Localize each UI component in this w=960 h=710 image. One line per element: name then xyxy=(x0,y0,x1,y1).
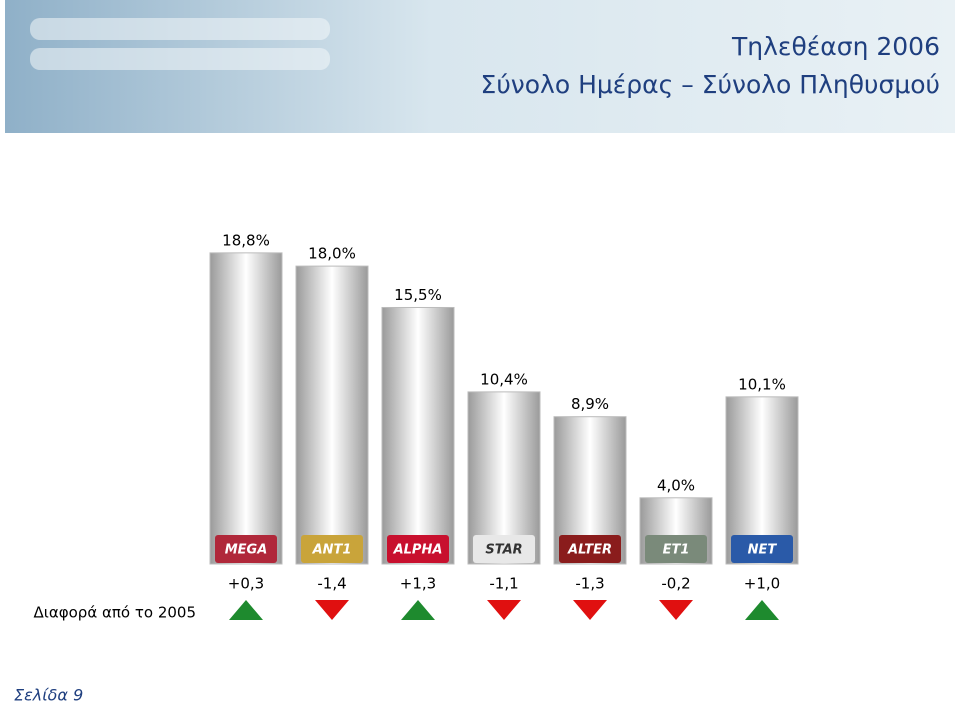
value-label: 4,0% xyxy=(657,476,695,494)
channel-logo-text: ANT1 xyxy=(312,543,352,558)
value-label: 8,9% xyxy=(571,395,609,413)
channel-logo xyxy=(473,535,535,563)
channel-logo-text: NET xyxy=(748,543,778,558)
header-logo xyxy=(30,18,330,70)
chart-subtitle: Σύνολο Ημέρας – Σύνολο Πληθυσμού xyxy=(481,70,940,99)
down-arrow xyxy=(573,600,607,620)
footer: Σελίδα 9 xyxy=(14,686,83,705)
diff-label: +0,3 xyxy=(228,575,264,593)
channel-logo xyxy=(731,535,793,563)
down-arrow xyxy=(659,600,693,620)
channel-logo xyxy=(387,535,449,563)
diff-label: -1,4 xyxy=(317,575,346,593)
chart-title: Τηλεθέαση 2006 xyxy=(731,32,940,61)
channel-logo-text: STAR xyxy=(485,543,522,558)
diff-annotation: Διαφορά από το 2005 xyxy=(34,604,197,622)
value-label: 10,4% xyxy=(480,370,528,388)
value-label: 18,8% xyxy=(222,231,270,249)
value-label: 15,5% xyxy=(394,286,442,304)
channel-logo-text: ALPHA xyxy=(393,543,443,558)
channel-logo-text: ET1 xyxy=(663,543,690,558)
up-arrow xyxy=(401,600,435,620)
channel-logo xyxy=(645,535,707,563)
down-arrow xyxy=(487,600,521,620)
bar xyxy=(295,265,369,565)
channel-logo xyxy=(301,535,363,563)
value-label: 10,1% xyxy=(738,375,786,393)
diff-label: +1,0 xyxy=(744,575,780,593)
diff-label: -0,2 xyxy=(661,575,690,593)
channel-logo xyxy=(559,535,621,563)
bar xyxy=(209,252,283,565)
diff-label: -1,3 xyxy=(575,575,604,593)
down-arrow xyxy=(315,600,349,620)
channel-logo-text: ALTER xyxy=(567,543,612,558)
bar xyxy=(381,306,455,565)
diff-label: +1,3 xyxy=(400,575,436,593)
channel-logo xyxy=(215,535,277,563)
up-arrow xyxy=(229,600,263,620)
up-arrow xyxy=(745,600,779,620)
value-label: 18,0% xyxy=(308,245,356,263)
diff-label: -1,1 xyxy=(489,575,518,593)
channel-logo-text: MEGA xyxy=(225,543,268,558)
